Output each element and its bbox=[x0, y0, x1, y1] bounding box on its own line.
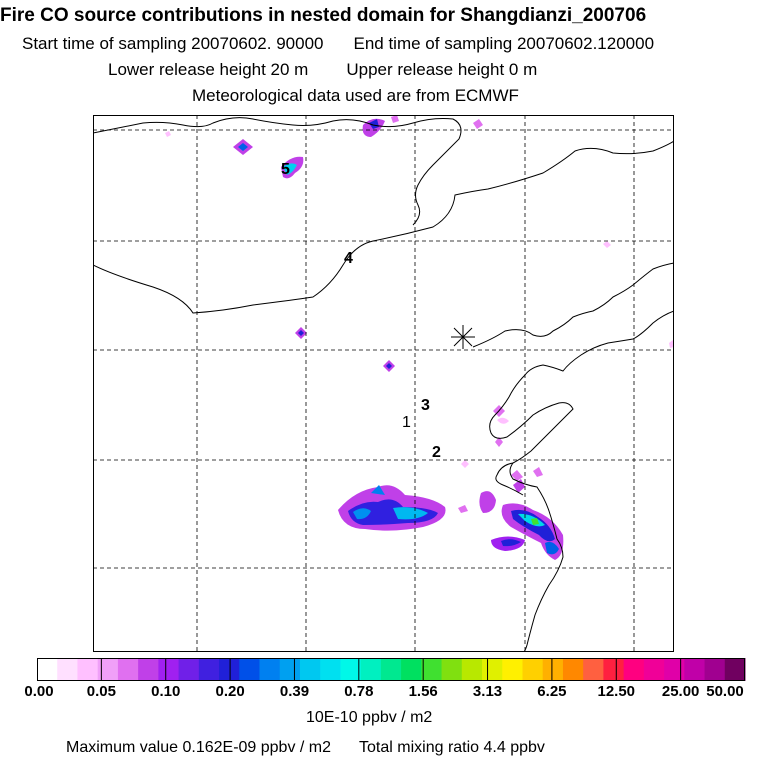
traj-label-1: 1 bbox=[402, 414, 411, 431]
colorbar bbox=[37, 658, 746, 681]
colorbar-cell bbox=[421, 658, 443, 681]
colorbar-tick-label: 0.10 bbox=[151, 683, 181, 700]
colorbar-cell bbox=[299, 658, 321, 681]
sampling-end: End time of sampling 20070602.120000 bbox=[353, 34, 655, 53]
traj-label-2: 2 bbox=[432, 444, 441, 461]
colorbar-tick-label: 25.00 bbox=[661, 683, 700, 700]
sampling-start: Start time of sampling 20070602. 90000 bbox=[22, 34, 324, 53]
traj-label-5: 5 bbox=[281, 161, 290, 178]
colorbar-unit: 10E-10 ppbv / m2 bbox=[306, 709, 433, 726]
traj-label-4: 4 bbox=[344, 250, 353, 267]
colorbar-tick-label: 0.00 bbox=[24, 683, 54, 700]
total-mixing-ratio: Total mixing ratio 4.4 ppbv bbox=[359, 739, 545, 756]
colorbar-tick-label: 6.25 bbox=[537, 683, 567, 700]
colorbar-tick-label: 0.78 bbox=[344, 683, 374, 700]
plume-overlay bbox=[165, 115, 674, 560]
release-lower: Lower release height 20 m bbox=[108, 60, 309, 79]
release-heights: Lower release height 20 m Upper release h… bbox=[108, 60, 537, 80]
colorbar-cell bbox=[461, 658, 483, 681]
traj-label-3: 3 bbox=[421, 397, 430, 414]
colorbar-cell bbox=[279, 658, 301, 681]
max-value: Maximum value 0.162E-09 ppbv / m2 bbox=[66, 739, 332, 756]
colorbar-cell bbox=[623, 658, 645, 681]
colorbar-cell bbox=[441, 658, 463, 681]
colorbar-tick-label: 0.39 bbox=[279, 683, 310, 700]
colorbar-tick-label: 50.00 bbox=[706, 683, 744, 700]
release-upper: Upper release height 0 m bbox=[346, 60, 538, 79]
colorbar-cell bbox=[158, 658, 180, 681]
colorbar-cell bbox=[37, 658, 58, 681]
colorbar-cell bbox=[320, 658, 341, 681]
colorbar-cell bbox=[704, 658, 726, 681]
footer-stats: Maximum value 0.162E-09 ppbv / m2 Total m… bbox=[66, 739, 545, 757]
colorbar-tick-label: 12.50 bbox=[597, 683, 636, 700]
colorbar-cell bbox=[178, 658, 200, 681]
colorbar-cell bbox=[219, 658, 240, 681]
map-panel: 1 2 3 4 5 bbox=[93, 115, 674, 652]
colorbar-cell bbox=[57, 658, 78, 681]
colorbar-cell bbox=[360, 658, 382, 681]
colorbar-cell bbox=[340, 658, 362, 681]
colorbar-cell bbox=[664, 658, 685, 681]
colorbar-cell bbox=[77, 658, 99, 681]
colorbar-cell bbox=[401, 658, 422, 681]
colorbar-cell bbox=[380, 658, 402, 681]
colorbar-tick-label: 1.56 bbox=[408, 683, 438, 700]
colorbar-cell bbox=[542, 658, 564, 681]
colorbar-cell bbox=[583, 658, 604, 681]
colorbar-cell bbox=[97, 658, 119, 681]
colorbar-cell bbox=[684, 658, 706, 681]
sampling-times: Start time of sampling 20070602. 90000 En… bbox=[22, 34, 654, 54]
graticule bbox=[93, 115, 674, 652]
colorbar-cell bbox=[117, 658, 139, 681]
colorbar-cell bbox=[603, 658, 625, 681]
colorbar-cell bbox=[198, 658, 220, 681]
colorbar-cell bbox=[522, 658, 544, 681]
map-frame bbox=[93, 115, 674, 652]
colorbar-cell bbox=[482, 658, 503, 681]
receptor-star-icon bbox=[451, 325, 475, 349]
colorbar-cell bbox=[643, 658, 665, 681]
colorbar-cell bbox=[239, 658, 261, 681]
colorbar-cell bbox=[724, 658, 746, 681]
colorbar-tick-label: 0.05 bbox=[86, 683, 116, 700]
colorbar-cell bbox=[502, 658, 523, 681]
colorbar-tick-label: 3.13 bbox=[472, 683, 503, 700]
colorbar-tick-label: 0.20 bbox=[215, 683, 245, 700]
colorbar-cell bbox=[138, 658, 159, 681]
coastlines bbox=[93, 117, 674, 652]
met-data-note: Meteorological data used are from ECMWF bbox=[192, 86, 519, 105]
plot-title: Fire CO source contributions in nested d… bbox=[0, 5, 647, 26]
plume-north bbox=[279, 275, 289, 287]
colorbar-cell bbox=[259, 658, 281, 681]
colorbar-cell bbox=[562, 658, 584, 681]
